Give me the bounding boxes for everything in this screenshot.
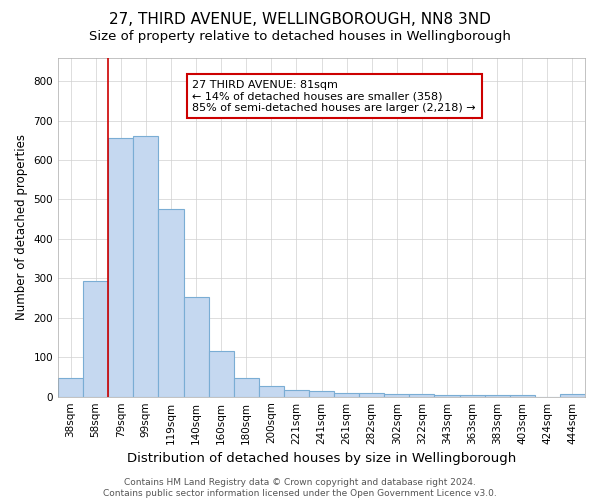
Bar	[560, 394, 585, 396]
Bar	[83, 281, 108, 396]
Bar	[359, 393, 384, 396]
Bar	[309, 391, 334, 396]
Text: Size of property relative to detached houses in Wellingborough: Size of property relative to detached ho…	[89, 30, 511, 43]
Bar	[184, 297, 209, 396]
Bar	[158, 210, 184, 396]
Bar	[259, 386, 284, 396]
Bar	[510, 395, 535, 396]
Bar	[284, 390, 309, 396]
Bar	[384, 394, 409, 396]
X-axis label: Distribution of detached houses by size in Wellingborough: Distribution of detached houses by size …	[127, 452, 516, 465]
Bar	[108, 138, 133, 396]
Bar	[334, 393, 359, 396]
Bar	[209, 352, 233, 397]
Bar	[460, 394, 485, 396]
Bar	[58, 378, 83, 396]
Text: 27, THIRD AVENUE, WELLINGBOROUGH, NN8 3ND: 27, THIRD AVENUE, WELLINGBOROUGH, NN8 3N…	[109, 12, 491, 28]
Y-axis label: Number of detached properties: Number of detached properties	[15, 134, 28, 320]
Bar	[434, 394, 460, 396]
Bar	[233, 378, 259, 396]
Text: 27 THIRD AVENUE: 81sqm
← 14% of detached houses are smaller (358)
85% of semi-de: 27 THIRD AVENUE: 81sqm ← 14% of detached…	[193, 80, 476, 112]
Bar	[409, 394, 434, 396]
Bar	[133, 136, 158, 396]
Text: Contains HM Land Registry data © Crown copyright and database right 2024.
Contai: Contains HM Land Registry data © Crown c…	[103, 478, 497, 498]
Bar	[485, 394, 510, 396]
